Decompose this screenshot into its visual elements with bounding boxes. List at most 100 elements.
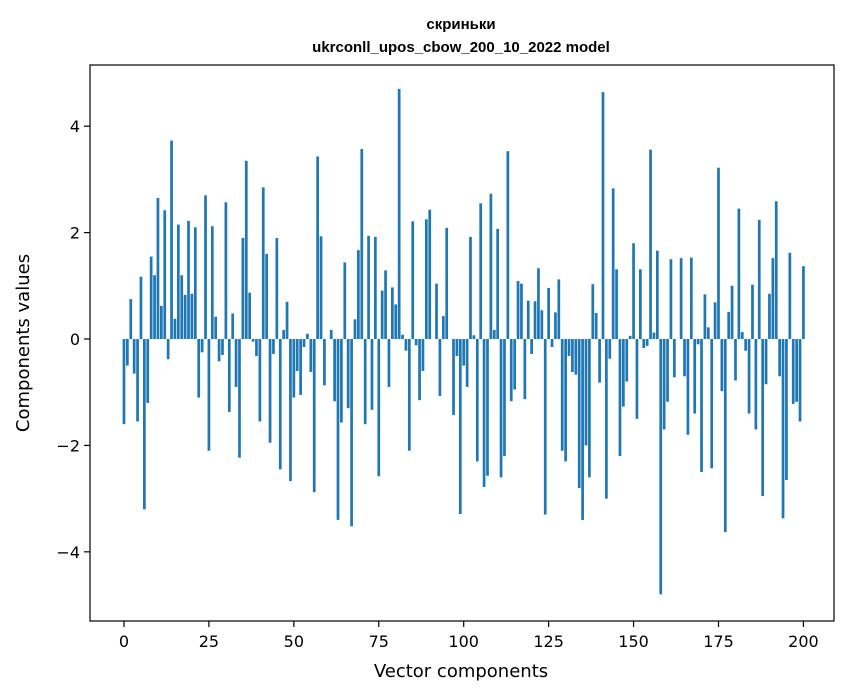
x-tick-label: 100	[448, 632, 479, 651]
bar	[598, 339, 601, 383]
bar	[251, 339, 255, 342]
bar	[672, 339, 676, 378]
y-axis-ticks: −4 −2 0 2 4	[56, 117, 90, 562]
bar	[404, 339, 408, 351]
bar	[190, 293, 194, 339]
y-tick-label: 2	[70, 224, 80, 243]
bar	[611, 188, 615, 340]
bar	[567, 339, 571, 357]
bar	[258, 339, 262, 422]
bar	[744, 339, 748, 351]
bar	[214, 316, 218, 340]
bar	[309, 339, 313, 372]
bar	[217, 339, 221, 362]
bar	[306, 333, 309, 340]
bar	[608, 339, 612, 359]
bar	[560, 339, 564, 451]
bar	[475, 339, 479, 462]
bar	[757, 219, 761, 340]
x-tick-label: 0	[119, 632, 129, 651]
bar	[319, 236, 323, 340]
y-tick-label: 4	[70, 117, 80, 136]
bar	[655, 250, 659, 340]
bar	[462, 339, 466, 366]
bar	[316, 156, 319, 340]
bar	[153, 275, 156, 340]
bar	[438, 339, 442, 396]
bar	[353, 319, 357, 340]
bar	[778, 339, 781, 377]
x-tick-label: 25	[199, 632, 219, 651]
bar	[557, 279, 561, 340]
bar	[221, 339, 224, 355]
bar	[584, 339, 588, 446]
bar	[149, 256, 153, 340]
bar	[367, 235, 370, 340]
bar	[764, 339, 768, 385]
bar	[727, 311, 731, 339]
bar	[394, 304, 398, 340]
bar	[238, 339, 241, 458]
bar	[289, 339, 292, 482]
bar	[696, 339, 700, 345]
bar	[574, 339, 578, 375]
bar	[193, 227, 197, 340]
bar	[146, 339, 150, 403]
bar	[391, 287, 394, 340]
bar	[543, 339, 547, 515]
bar	[428, 209, 432, 340]
bar	[445, 227, 449, 340]
bar	[407, 339, 411, 451]
bar	[224, 202, 228, 340]
bar	[717, 167, 720, 340]
bar	[734, 339, 737, 381]
bar	[295, 339, 299, 371]
bar	[720, 339, 724, 392]
bar	[343, 262, 347, 340]
x-axis-ticks: 0 25 50 75 100 125 150 175 200	[119, 621, 819, 651]
bar	[424, 219, 428, 340]
bar	[550, 339, 554, 347]
bar	[489, 193, 493, 340]
bar	[662, 339, 666, 430]
bar	[370, 339, 374, 410]
bar	[166, 339, 170, 360]
bar	[204, 195, 207, 340]
bar	[700, 339, 703, 473]
bar	[632, 243, 635, 340]
bar	[261, 187, 265, 340]
bar	[622, 339, 625, 407]
bar	[234, 339, 238, 387]
bar	[588, 339, 591, 478]
bar	[703, 294, 707, 340]
bar	[506, 151, 510, 340]
bar	[183, 294, 187, 340]
bar	[357, 250, 360, 340]
bar	[615, 269, 618, 340]
x-tick-label: 125	[533, 632, 564, 651]
bar	[526, 300, 530, 340]
bar	[564, 339, 567, 462]
bar	[618, 339, 622, 457]
bar	[513, 339, 517, 390]
x-axis-label: Vector components	[374, 661, 548, 682]
bar	[496, 228, 500, 340]
chart-title: скриньки	[426, 16, 495, 33]
x-tick-label: 50	[284, 632, 304, 651]
bar	[384, 270, 387, 340]
bar	[710, 339, 714, 469]
bar	[132, 339, 136, 374]
bar	[210, 226, 214, 340]
bar	[129, 299, 133, 340]
bar	[771, 258, 775, 340]
bar	[791, 339, 795, 404]
bar	[170, 140, 173, 340]
bar	[139, 276, 143, 340]
bar	[798, 339, 802, 422]
bar	[156, 198, 160, 340]
bar	[723, 339, 727, 533]
bar	[503, 339, 506, 457]
bar	[163, 210, 167, 340]
bar	[740, 332, 744, 340]
bar	[312, 339, 316, 493]
